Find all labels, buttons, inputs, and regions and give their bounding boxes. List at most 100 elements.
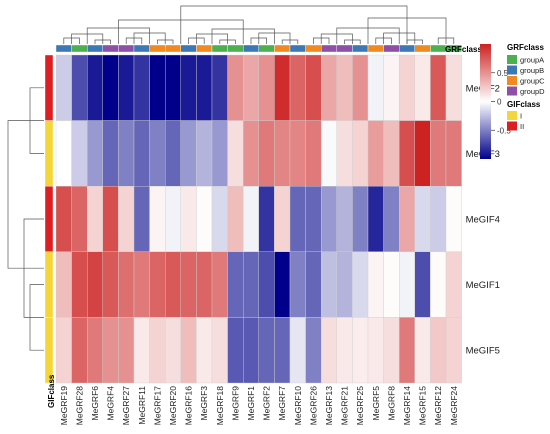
heatmap-cell-MeGIF1-MeGRF13	[321, 251, 338, 318]
heatmap-cell-MeGIF5-MeGRF11	[133, 317, 150, 384]
heatmap-cell-MeGIF2-MeGRF7	[274, 54, 291, 121]
column-label-MeGRF3: MeGRF3	[199, 386, 209, 421]
heatmap-cell-MeGIF3-MeGRF2	[258, 120, 275, 187]
row-label-MeGIF4: MeGIF4	[466, 215, 500, 226]
column-class-MeGRF14	[399, 44, 416, 53]
row-class-MeGIF2	[44, 54, 54, 121]
heatmap-cell-MeGIF5-MeGRF2	[258, 317, 275, 384]
heatmap-cell-MeGIF4-MeGRF19	[55, 185, 72, 252]
heatmap-cell-MeGIF3-MeGRF28	[71, 120, 88, 187]
heatmap-cell-MeGIF2-MeGRF4	[102, 54, 119, 121]
column-dendrogram	[63, 5, 455, 44]
heatmap-cell-MeGIF5-MeGRF16	[180, 317, 197, 384]
column-class-MeGRF25	[352, 44, 369, 53]
heatmap-cell-MeGIF4-MeGRF24	[445, 185, 462, 252]
row-class-MeGIF1	[44, 251, 54, 318]
heatmap-cell-MeGIF3-MeGRF16	[180, 120, 197, 187]
legend-swatch-groupB	[507, 65, 517, 75]
heatmap-cell-MeGIF4-MeGRF14	[399, 185, 416, 252]
heatmap-cell-MeGIF5-MeGRF4	[102, 317, 119, 384]
heatmap-cell-MeGIF2-MeGRF20	[164, 54, 181, 121]
heatmap-cell-MeGIF5-MeGRF12	[430, 317, 447, 384]
heatmap-cell-MeGIF5-MeGRF13	[321, 317, 338, 384]
heatmap-cell-MeGIF1-MeGRF24	[445, 251, 462, 318]
heatmap-cell-MeGIF4-MeGRF20	[164, 185, 181, 252]
heatmap-cell-MeGIF4-MeGRF3	[196, 185, 213, 252]
column-label-MeGRF25: MeGRF25	[355, 386, 365, 425]
heatmap-cell-MeGIF5-MeGRF15	[414, 317, 431, 384]
legend-label-groupC: groupC	[520, 77, 545, 86]
heatmap-cell-MeGIF1-MeGRF21	[336, 251, 353, 318]
legend-swatch-groupD	[507, 86, 517, 96]
column-labels: MeGRF19 MeGRF28 MeGRF6 MeGRF4 MeGRF27 MeGRF11…	[59, 386, 459, 425]
column-class-MeGRF1	[242, 44, 259, 53]
color-scale-ticks: 0.5 0 -0.5	[491, 69, 511, 135]
column-class-MeGRF12	[430, 44, 447, 53]
heatmap-cell-MeGIF1-MeGRF4	[102, 251, 119, 318]
column-class-MeGRF21	[336, 44, 353, 53]
scale-tick-label-1: 0	[497, 98, 502, 107]
heatmap-cell-MeGIF5-MeGRF18	[211, 317, 228, 384]
column-class-MeGRF13	[321, 44, 338, 53]
heatmap-cell-MeGIF1-MeGRF9	[227, 251, 244, 318]
heatmap-cell-MeGIF1-MeGRF14	[399, 251, 416, 318]
heatmap-cell-MeGIF2-MeGRF27	[118, 54, 135, 121]
column-label-MeGRF1: MeGRF1	[246, 386, 256, 421]
heatmap-cell-MeGIF5-MeGRF28	[71, 317, 88, 384]
legend-swatch-II	[507, 121, 517, 131]
column-label-MeGRF14: MeGRF14	[402, 386, 412, 425]
column-label-MeGRF19: MeGRF19	[59, 386, 69, 425]
heatmap-cell-MeGIF1-MeGRF7	[274, 251, 291, 318]
heatmap-cell-MeGIF5-MeGRF5	[367, 317, 384, 384]
heatmap-cell-MeGIF4-MeGRF2	[258, 185, 275, 252]
heatmap-cell-MeGIF2-MeGRF25	[352, 54, 369, 121]
column-label-MeGRF21: MeGRF21	[340, 386, 350, 425]
column-label-MeGRF13: MeGRF13	[324, 386, 334, 425]
column-class-MeGRF17	[149, 44, 166, 53]
column-label-MeGRF10: MeGRF10	[293, 386, 303, 425]
heatmap-cell-MeGIF4-MeGRF18	[211, 185, 228, 252]
row-class-MeGIF5	[44, 317, 54, 384]
column-label-MeGRF4: MeGRF4	[106, 386, 116, 421]
row-annotation-label: GIFclass	[47, 374, 56, 408]
column-label-MeGRF8: MeGRF8	[386, 386, 396, 421]
heatmap-cell-MeGIF4-MeGRF5	[367, 185, 384, 252]
heatmap-cell-MeGIF2-MeGRF15	[414, 54, 431, 121]
heatmap-cell-MeGIF1-MeGRF25	[352, 251, 369, 318]
heatmap-cell-MeGIF4-MeGRF8	[383, 185, 400, 252]
column-label-MeGRF20: MeGRF20	[168, 386, 178, 425]
heatmap-cell-MeGIF1-MeGRF8	[383, 251, 400, 318]
heatmap-cell-MeGIF3-MeGRF21	[336, 120, 353, 187]
heatmap-cell-MeGIF1-MeGRF15	[414, 251, 431, 318]
row-dendrogram	[7, 87, 44, 351]
heatmap-cell-MeGIF2-MeGRF26	[305, 54, 322, 121]
heatmap-cell-MeGIF4-MeGRF15	[414, 185, 431, 252]
legend-title-grfclass: GRFclass	[507, 43, 544, 52]
column-label-MeGRF9: MeGRF9	[230, 386, 240, 421]
scale-tick-label-0: 0.5	[497, 69, 509, 78]
heatmap-cell-MeGIF2-MeGRF5	[367, 54, 384, 121]
legend-swatch-groupA	[507, 55, 517, 64]
heatmap-cell-MeGIF2-MeGRF17	[149, 54, 166, 121]
heatmap-cell-MeGIF5-MeGRF21	[336, 317, 353, 384]
heatmap-cells	[55, 54, 462, 384]
column-class-MeGRF4	[102, 44, 119, 53]
column-label-MeGRF2: MeGRF2	[262, 386, 272, 421]
heatmap-cell-MeGIF3-MeGRF26	[305, 120, 322, 187]
heatmap-cell-MeGIF2-MeGRF28	[71, 54, 88, 121]
heatmap-cell-MeGIF1-MeGRF28	[71, 251, 88, 318]
heatmap-cell-MeGIF3-MeGRF17	[149, 120, 166, 187]
heatmap-cell-MeGIF2-MeGRF19	[55, 54, 72, 121]
heatmap-cell-MeGIF2-MeGRF3	[196, 54, 213, 121]
legend-label-I: I	[520, 112, 522, 121]
heatmap-cell-MeGIF5-MeGRF17	[149, 317, 166, 384]
heatmap-cell-MeGIF1-MeGRF12	[430, 251, 447, 318]
column-label-MeGRF12: MeGRF12	[433, 386, 443, 425]
heatmap-cell-MeGIF2-MeGRF1	[242, 54, 259, 121]
heatmap-cell-MeGIF1-MeGRF27	[118, 251, 135, 318]
legend-swatch-groupC	[507, 76, 517, 85]
heatmap-cell-MeGIF2-MeGRF2	[258, 54, 275, 121]
heatmap-cell-MeGIF2-MeGRF11	[133, 54, 150, 121]
heatmap-cell-MeGIF3-MeGRF4	[102, 120, 119, 187]
